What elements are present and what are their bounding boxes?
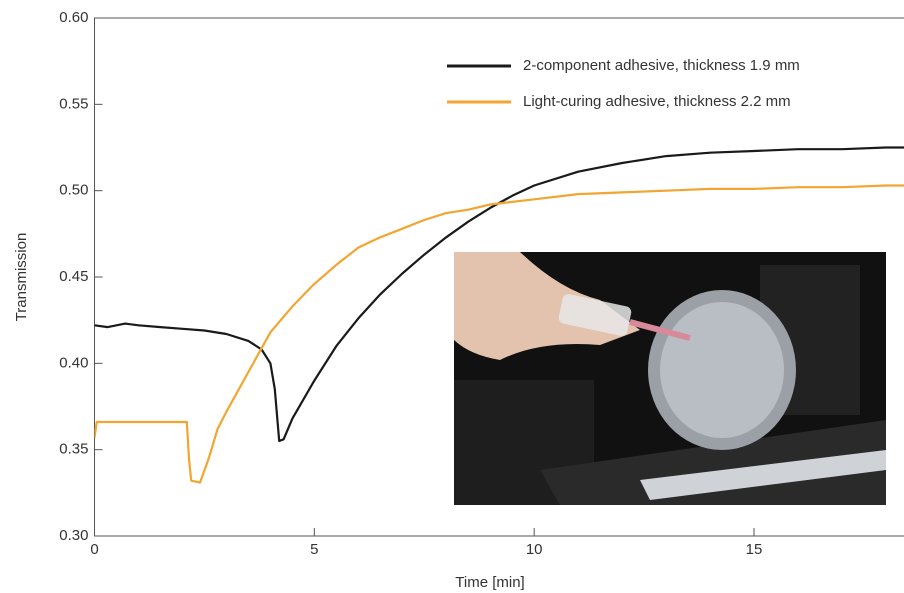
- chart: Transmission Time [min] 0.30 0.35 0.40 0.45…: [0, 0, 904, 593]
- x-tick-label: 5: [310, 541, 318, 558]
- y-tick-label: 0.50: [59, 182, 88, 199]
- x-axis-label: Time [min]: [455, 574, 524, 591]
- x-tick-label: 10: [526, 541, 543, 558]
- x-tick-label: 15: [746, 541, 763, 558]
- page: {"chart_data": {"type": "line", "x_label…: [0, 0, 904, 593]
- y-tick-label: 0.30: [59, 527, 88, 544]
- legend-label: Light-curing adhesive, thickness 2.2 mm: [523, 93, 791, 110]
- y-axis-label: Transmission: [13, 233, 30, 322]
- y-tick-label: 0.55: [59, 95, 88, 112]
- x-tick-label: 0: [90, 541, 98, 558]
- y-tick-label: 0.45: [59, 268, 88, 285]
- legend-label: 2-component adhesive, thickness 1.9 mm: [523, 57, 800, 74]
- inset-photo: [454, 252, 886, 505]
- y-tick-label: 0.40: [59, 354, 88, 371]
- y-tick-label: 0.35: [59, 441, 88, 458]
- y-tick-label: 0.60: [59, 9, 88, 26]
